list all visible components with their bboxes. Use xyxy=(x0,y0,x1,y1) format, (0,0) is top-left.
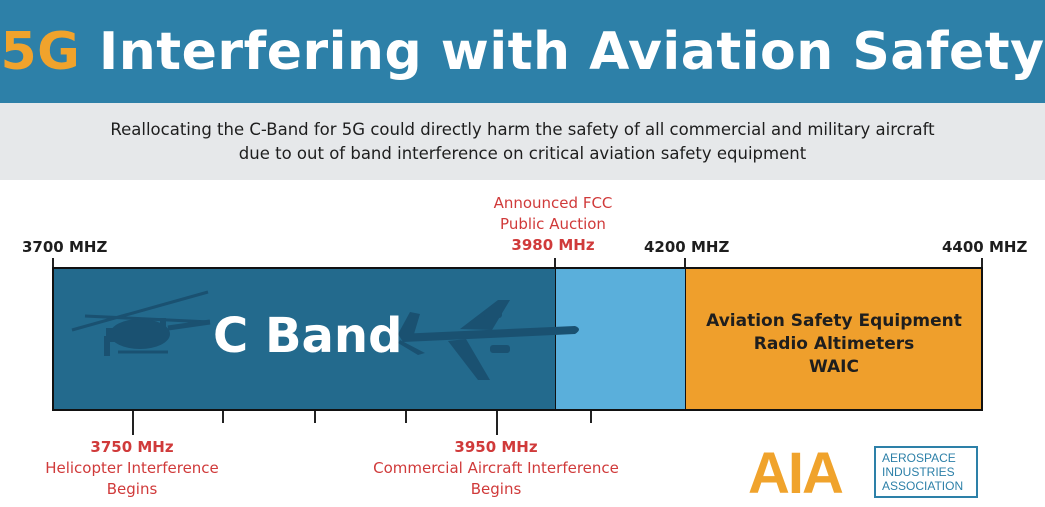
aia-logo-box: AEROSPACE INDUSTRIES ASSOCIATION xyxy=(874,446,978,498)
airplane-icon xyxy=(398,300,579,380)
helicopter-interference-label: 3750 MHz Helicopter Interference Begins xyxy=(32,437,232,500)
commercial-line-2: Commercial Aircraft Interference xyxy=(373,459,619,477)
title-rest: Interfering with Aviation Safety xyxy=(80,21,1045,82)
commercial-freq: 3950 MHz xyxy=(454,438,538,456)
aia-logo-letters: AIA xyxy=(748,441,844,506)
helicopter-line-2: Helicopter Interference xyxy=(45,459,219,477)
commercial-interference-label: 3950 MHz Commercial Aircraft Interferenc… xyxy=(358,437,634,500)
tick-minor xyxy=(405,411,407,423)
helicopter-freq: 3750 MHz xyxy=(90,438,174,456)
aviation-line-1: Aviation Safety Equipment xyxy=(706,311,962,331)
aviation-segment xyxy=(685,267,983,411)
aviation-equipment-text: Aviation Safety Equipment Radio Altimete… xyxy=(685,310,983,379)
auction-segment xyxy=(555,267,686,411)
auction-line-3: 3980 MHz xyxy=(511,236,595,254)
tick-minor xyxy=(222,411,224,423)
tick-3950 xyxy=(496,411,498,435)
tick-end xyxy=(981,258,983,268)
helicopter-icon xyxy=(71,290,211,356)
subtitle-line-1: Reallocating the C-Band for 5G could dir… xyxy=(110,119,935,139)
commercial-line-3: Begins xyxy=(470,480,522,498)
tick-4200 xyxy=(684,258,686,268)
aia-logo-line-2: INDUSTRIES xyxy=(882,465,955,479)
tick-minor xyxy=(314,411,316,423)
scale-mid-label: 4200 MHZ xyxy=(644,238,730,256)
page-title: 5G Interfering with Aviation Safety xyxy=(0,22,1044,82)
aviation-line-3: WAIC xyxy=(809,357,859,377)
tick-start xyxy=(52,258,54,268)
tick-auction xyxy=(554,258,556,268)
cband-label: C Band xyxy=(213,308,403,364)
header-banner: 5G Interfering with Aviation Safety xyxy=(0,0,1045,103)
subtitle-band: Reallocating the C-Band for 5G could dir… xyxy=(0,103,1045,180)
tick-minor xyxy=(590,411,592,423)
tick-3750 xyxy=(132,411,134,435)
helicopter-line-3: Begins xyxy=(106,480,158,498)
scale-start-label: 3700 MHZ xyxy=(22,238,108,256)
aia-logo-line-3: ASSOCIATION xyxy=(882,479,964,493)
title-accent: 5G xyxy=(0,21,81,82)
aviation-line-2: Radio Altimeters xyxy=(753,334,915,354)
scale-end-label: 4400 MHZ xyxy=(942,238,1028,256)
auction-label: Announced FCC Public Auction 3980 MHz xyxy=(478,193,628,256)
aia-logo-line-1: AEROSPACE xyxy=(882,451,956,465)
subtitle-line-2: due to out of band interference on criti… xyxy=(238,143,807,163)
auction-line-2: Public Auction xyxy=(500,215,606,233)
auction-line-1: Announced FCC xyxy=(493,194,613,212)
